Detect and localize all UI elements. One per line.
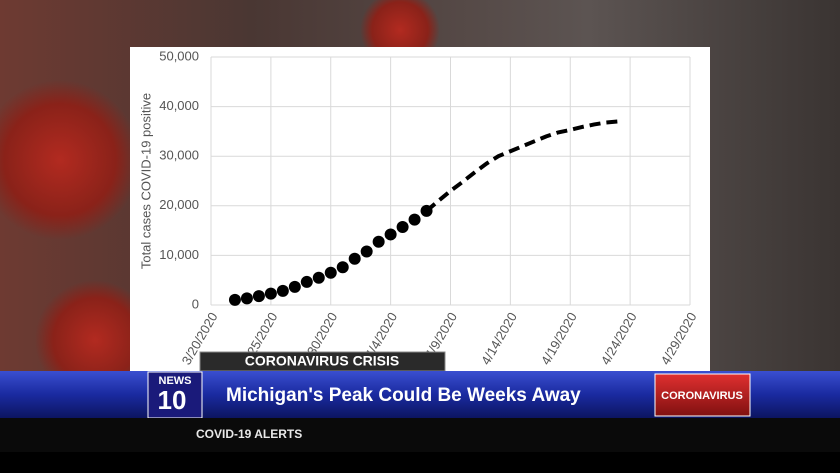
logo-number: 10 xyxy=(158,385,187,415)
data-point xyxy=(228,293,241,306)
data-point xyxy=(360,245,373,258)
data-point xyxy=(348,252,361,265)
y-tick-label: 40,000 xyxy=(159,98,199,113)
right-logo xyxy=(654,373,751,417)
y-tick-label: 30,000 xyxy=(159,148,199,163)
chart-panel xyxy=(130,47,710,372)
data-point xyxy=(240,292,253,305)
logo-text: NEWS xyxy=(159,375,192,387)
virus-image xyxy=(0,80,140,240)
data-point xyxy=(408,213,421,226)
ticker-text: COVID-19 ALERTS xyxy=(196,427,302,441)
y-tick-label: 50,000 xyxy=(159,48,199,63)
data-point xyxy=(372,235,385,248)
y-tick-label: 0 xyxy=(192,296,199,311)
tag-text: CORONAVIRUS CRISIS xyxy=(245,353,400,369)
right-logo-text: CORONAVIRUS xyxy=(661,390,743,402)
data-point xyxy=(288,280,301,293)
data-point xyxy=(276,284,289,297)
data-point xyxy=(324,266,337,279)
data-point xyxy=(384,228,397,241)
y-tick-label: 10,000 xyxy=(159,247,199,262)
data-point xyxy=(336,261,349,274)
data-point xyxy=(312,271,325,284)
headline: Michigan's Peak Could Be Weeks Away xyxy=(226,385,581,406)
virus-image xyxy=(35,280,155,400)
ticker-bar xyxy=(0,418,840,452)
y-tick-label: 20,000 xyxy=(159,197,199,212)
projection-line xyxy=(425,119,619,213)
data-point xyxy=(396,221,409,234)
data-point xyxy=(300,275,313,288)
y-axis-label: Total cases COVID-19 positive xyxy=(138,93,153,269)
data-point xyxy=(264,287,277,300)
data-point xyxy=(252,290,265,303)
bottom-strip xyxy=(0,452,840,473)
